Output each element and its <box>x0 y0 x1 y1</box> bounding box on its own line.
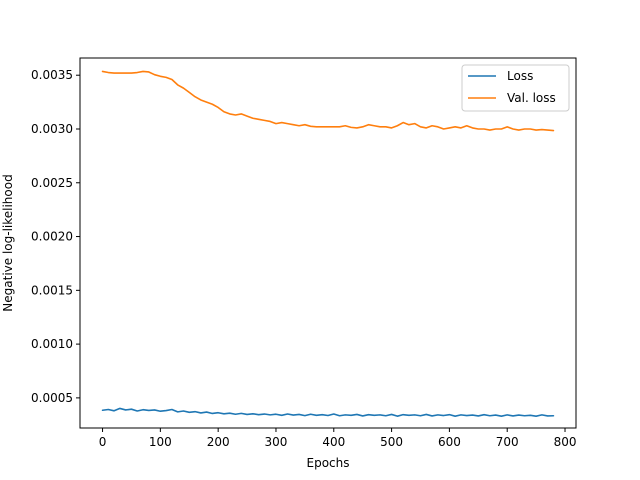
plot-area <box>79 57 577 429</box>
legend: Loss Val. loss <box>461 64 570 112</box>
x-axis: 0 100 200 300 400 500 600 700 800 <box>99 428 577 449</box>
y-tick-label: 0.0030 <box>31 122 73 136</box>
x-tick-label: 700 <box>496 435 519 449</box>
x-tick-label: 500 <box>380 435 403 449</box>
y-tick-label: 0.0015 <box>31 283 73 297</box>
y-tick-label: 0.0025 <box>31 176 73 190</box>
series-line-loss <box>101 407 555 417</box>
legend-label: Loss <box>507 69 533 83</box>
x-tick-label: 0 <box>99 435 107 449</box>
x-tick-label: 800 <box>554 435 577 449</box>
x-tick-label: 100 <box>149 435 172 449</box>
x-tick-label: 200 <box>207 435 230 449</box>
legend-label: Val. loss <box>507 91 556 105</box>
y-tick-label: 0.0005 <box>31 391 73 405</box>
axes-frame <box>79 57 577 429</box>
y-tick-label: 0.0020 <box>31 230 73 244</box>
y-tick-label: 0.0010 <box>31 337 73 351</box>
x-tick-label: 600 <box>438 435 461 449</box>
y-axis-label: Negative log-likelihood <box>1 174 15 311</box>
series-line-val-loss <box>101 70 555 132</box>
series-layer <box>101 70 555 417</box>
x-axis-label: Epochs <box>307 456 350 470</box>
x-tick-label: 400 <box>322 435 345 449</box>
x-tick-label: 300 <box>265 435 288 449</box>
y-axis: 0.0005 0.0010 0.0015 0.0020 0.0025 0.0030 0.00… <box>31 68 80 405</box>
y-tick-label: 0.0035 <box>31 68 73 82</box>
